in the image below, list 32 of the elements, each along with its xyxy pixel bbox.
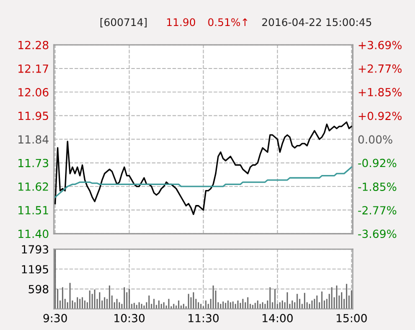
text: [600714] [100, 18, 147, 28]
text: 0.51%↑ [208, 18, 248, 26]
x-tick-label: 14:00 [262, 314, 293, 322]
y-tick-label: 11.95 [18, 112, 48, 120]
x-tick-label: 15:00 [336, 314, 367, 322]
x-tick-label: 10:30 [114, 314, 145, 322]
y-tick-label: 11.40 [18, 230, 48, 238]
y-tick-label: 11.73 [18, 158, 48, 168]
y2-tick-label: +3.69% [358, 40, 402, 50]
y2-tick-label: -2.77% [358, 206, 396, 214]
text: 11.90 [167, 18, 196, 26]
line-series [54, 121, 352, 216]
x-tick-label: 11:30 [188, 314, 219, 322]
y2-tick-label: +0.92% [358, 112, 402, 120]
x-tick-label: 9:30 [43, 314, 67, 322]
y2-tick-label: -0.92% [358, 158, 396, 168]
y-tick-label: 11.84 [18, 135, 48, 144]
y-tick-label: 1793 [22, 245, 48, 254]
y2-tick-label: -3.69% [358, 230, 396, 238]
y-tick-label: 12.06 [18, 88, 48, 96]
y-tick-label: 11.62 [18, 182, 48, 191]
text: 2016-04-22 15:00:45 [262, 18, 372, 26]
y-tick-label: 11.51 [18, 206, 48, 214]
y2-tick-label: -1.85% [358, 182, 396, 191]
y2-tick-label: +1.85% [358, 88, 402, 96]
y-tick-label: 12.17 [18, 64, 48, 73]
y-tick-label: 12.28 [18, 40, 48, 50]
line-series [54, 166, 352, 198]
y-tick-label: 598 [28, 284, 48, 294]
y2-tick-label: +2.77% [358, 64, 402, 73]
y2-tick-label: 0.00% [358, 135, 392, 144]
y-tick-label: 1195 [22, 265, 48, 274]
